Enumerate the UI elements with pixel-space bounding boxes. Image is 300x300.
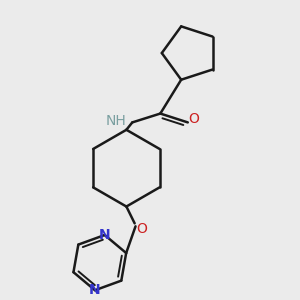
Text: O: O bbox=[188, 112, 199, 126]
Text: O: O bbox=[136, 222, 147, 236]
Text: NH: NH bbox=[106, 114, 126, 128]
Text: N: N bbox=[99, 228, 110, 242]
Text: N: N bbox=[89, 283, 101, 297]
